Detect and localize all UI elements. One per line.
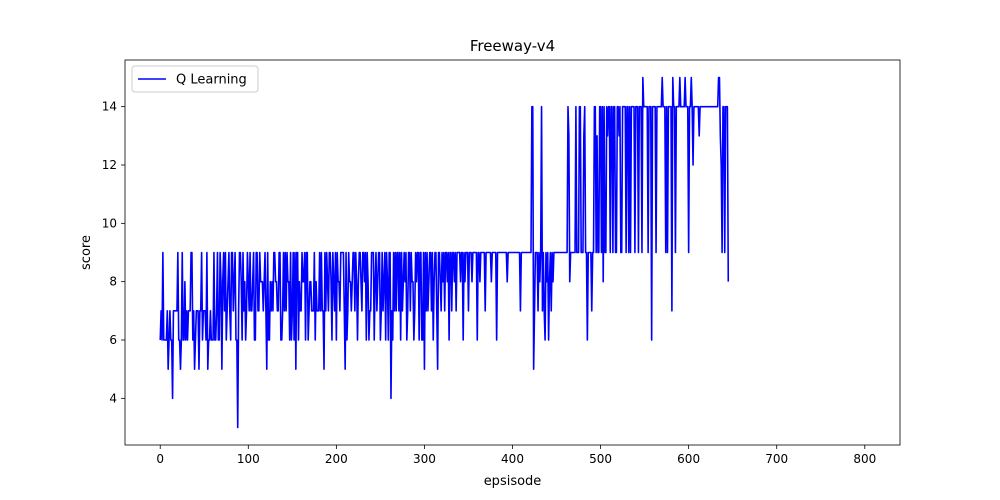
x-tick-label: 600 bbox=[677, 452, 700, 466]
x-tick-label: 500 bbox=[589, 452, 612, 466]
chart-title: Freeway-v4 bbox=[470, 37, 555, 55]
x-axis-label: epsisode bbox=[484, 474, 542, 489]
x-tick-label: 200 bbox=[325, 452, 348, 466]
x-tick-label: 300 bbox=[413, 452, 436, 466]
x-axis: 0 100 200 300 400 500 600 700 800 bbox=[156, 445, 876, 466]
y-tick-label: 10 bbox=[102, 216, 117, 230]
y-tick-label: 6 bbox=[109, 333, 117, 347]
legend-box bbox=[131, 65, 259, 93]
legend-label-q-learning: Q Learning bbox=[176, 73, 247, 88]
y-tick-label: 8 bbox=[109, 275, 117, 289]
x-tick-label: 700 bbox=[765, 452, 788, 466]
y-tick-label: 4 bbox=[109, 391, 117, 405]
y-axis-label: score bbox=[79, 235, 94, 270]
x-tick-label: 0 bbox=[156, 452, 164, 466]
y-axis: 4 6 8 10 12 14 bbox=[102, 100, 125, 405]
series-line-q-learning bbox=[159, 76, 730, 429]
plot-area bbox=[124, 59, 901, 446]
y-tick-label: 12 bbox=[102, 158, 117, 172]
y-tick-label: 14 bbox=[102, 100, 117, 114]
x-tick-label: 800 bbox=[853, 452, 876, 466]
x-tick-label: 100 bbox=[237, 452, 260, 466]
legend: Q Learning bbox=[131, 65, 259, 93]
x-tick-label: 400 bbox=[501, 452, 524, 466]
